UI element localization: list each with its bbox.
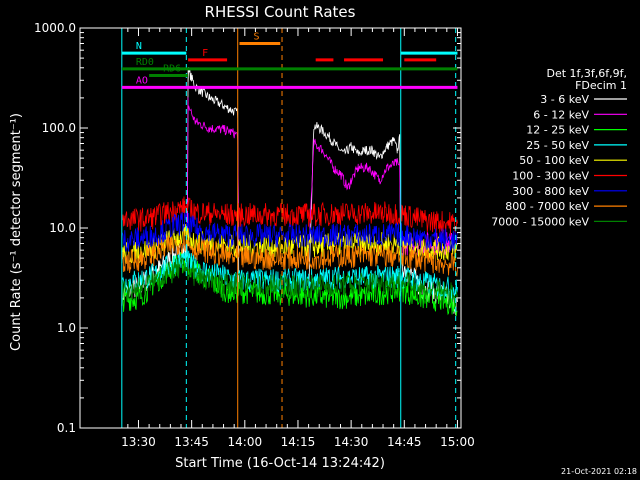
- x-tick-label: 14:45: [387, 435, 422, 449]
- y-tick-label: 100.0: [42, 121, 76, 135]
- series-line-5: [121, 196, 458, 235]
- x-tick-label: 13:45: [174, 435, 209, 449]
- x-tick-label: 14:15: [281, 435, 316, 449]
- legend-header: FDecim 1: [575, 79, 627, 92]
- y-tick-label: 1.0: [57, 321, 76, 335]
- x-tick-label: 14:30: [334, 435, 369, 449]
- legend-entry-label: 300 - 800 keV: [512, 185, 589, 198]
- x-tick-label: 15:00: [440, 435, 475, 449]
- flag-label-4: RD6: [163, 63, 181, 74]
- legend-entry-label: 800 - 7000 keV: [505, 200, 589, 213]
- legend-entry-label: 7000 - 15000 keV: [491, 215, 589, 228]
- flag-label-2: F: [202, 48, 208, 59]
- y-tick-label: 10.0: [49, 221, 76, 235]
- flag-label-3: RD0: [136, 57, 154, 68]
- y-axis-label: Count Rate (s⁻¹ detector segment⁻¹): [9, 113, 24, 351]
- legend: Det 1f,3f,6f,9f,FDecim 13 - 6 keV 6 - 12 …: [491, 67, 627, 228]
- legend-entry-label: 12 - 25 keV: [526, 124, 589, 137]
- x-tick-label: 13:30: [121, 435, 156, 449]
- flag-label-1: S: [253, 31, 259, 42]
- series-line-7: [121, 231, 458, 277]
- series-line-8: [121, 256, 458, 307]
- legend-entry-label: 6 - 12 keV: [533, 108, 589, 121]
- legend-header: Det 1f,3f,6f,9f,: [546, 67, 627, 80]
- flag-label-5: AO: [136, 75, 148, 86]
- date-stamp: 21-Oct-2021 02:18: [561, 467, 637, 476]
- legend-entry-label: 25 - 50 keV: [526, 139, 589, 152]
- series-line-6: [121, 211, 458, 252]
- legend-entry-label: 3 - 6 keV: [540, 93, 589, 106]
- plot-area: N S F RD0 RD6 AO 0.1 1.0 10.0 100.0 1000.0 13:30 13:…: [34, 21, 475, 449]
- y-tick-label: 1000.0: [34, 21, 76, 35]
- x-axis-label: Start Time (16-Oct-14 13:24:42): [175, 456, 385, 471]
- x-tick-label: 14:00: [228, 435, 263, 449]
- legend-entry-label: 50 - 100 keV: [519, 154, 589, 167]
- flag-label-0: N: [136, 41, 142, 52]
- y-tick-label: 0.1: [57, 421, 76, 435]
- chart-title: RHESSI Count Rates: [205, 3, 356, 21]
- legend-entry-label: 100 - 300 keV: [512, 170, 589, 183]
